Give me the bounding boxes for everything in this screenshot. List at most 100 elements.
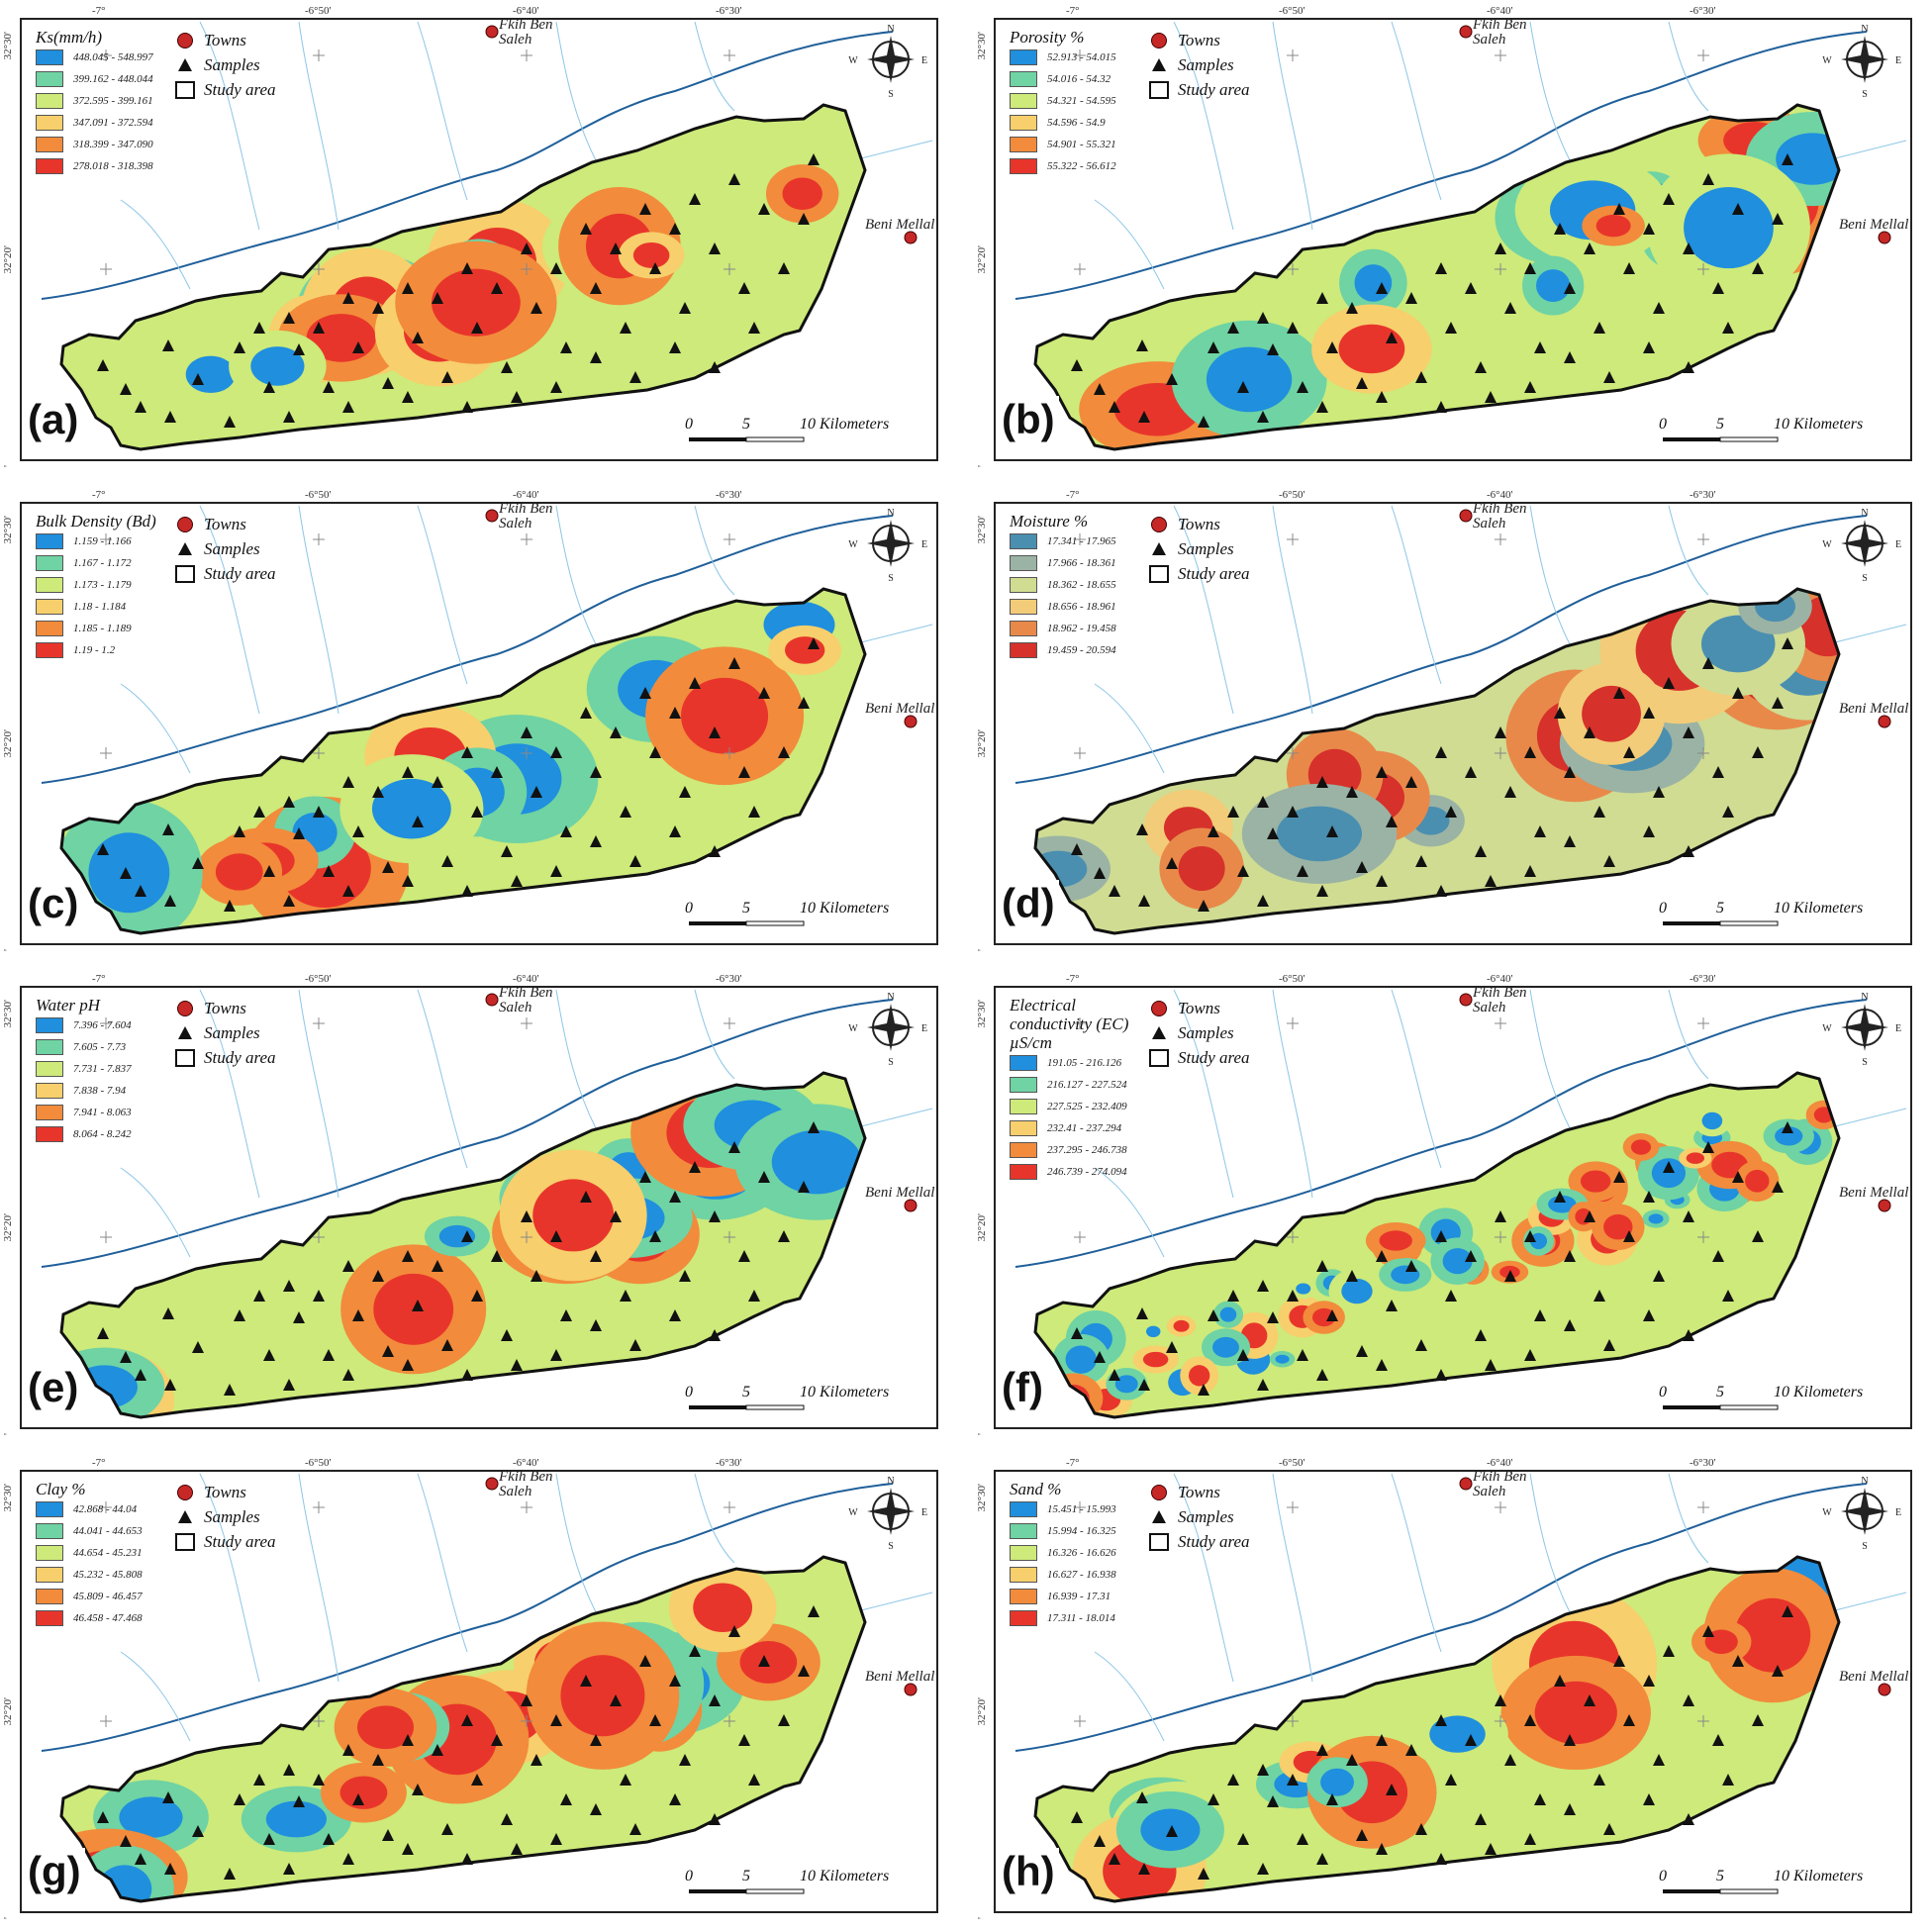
legend-class-row: 44.041 - 44.653 — [36, 1520, 143, 1542]
sample-point — [1623, 262, 1635, 274]
interpolation-zones — [61, 1563, 821, 1901]
sample-point — [1267, 343, 1279, 355]
legend-range-label: 16.326 - 16.626 — [1047, 1547, 1116, 1559]
town-marker — [904, 1199, 918, 1212]
sample-point — [1732, 687, 1744, 699]
town-label-beni-mellal: Beni Mellal — [1839, 1669, 1909, 1685]
sample-point — [372, 302, 384, 314]
sample-point — [352, 1793, 364, 1805]
sample-point — [1257, 1764, 1269, 1776]
graticule-cross — [724, 1715, 735, 1727]
sample-point — [402, 875, 414, 887]
scale-label: 10 Kilometers — [1774, 416, 1864, 433]
sample-point — [1208, 1309, 1219, 1321]
legend-swatch — [1010, 1567, 1037, 1583]
sample-point — [501, 1813, 513, 1825]
longitude-tick: -6°50' — [305, 973, 332, 985]
sample-point — [1356, 861, 1368, 873]
map-frame — [994, 986, 1912, 1429]
latitude-tick: 32°30' — [2, 516, 14, 544]
value-legend: Bulk Density (Bd) 1.159 - 1.166 1.167 - 1.… — [36, 512, 156, 661]
stream-line — [1668, 1473, 1709, 1564]
sample-point — [1109, 1853, 1120, 1865]
legend-range-label: 55.322 - 56.612 — [1047, 160, 1116, 172]
sample-point — [441, 1339, 453, 1351]
compass-rose-icon: N S E W — [1822, 1476, 1901, 1552]
town-label-fkih-ben-saleh: Fkih Ben Saleh — [499, 501, 553, 531]
map-panel: N S E W Porosity % 52.913 - 54.015 54.016 - 54… — [976, 2, 1930, 467]
sample-point — [550, 381, 562, 393]
sample-point — [1208, 825, 1219, 837]
compass-letter: E — [921, 539, 927, 550]
legend-class-row: 318.399 - 347.090 — [36, 134, 153, 155]
scale-label: 0 — [685, 900, 693, 917]
sample-point — [1643, 1309, 1655, 1321]
study-area-key: Study area — [1148, 77, 1250, 102]
study-area-square-icon — [175, 80, 195, 99]
sample-point — [1663, 193, 1675, 205]
sample-point — [1094, 1351, 1106, 1363]
latitude-tick: 32°30' — [976, 1000, 988, 1028]
sample-point — [1564, 1734, 1576, 1746]
longitude-tick: -7° — [92, 5, 106, 17]
sample-point — [224, 1384, 236, 1396]
sample-point — [461, 1230, 473, 1242]
sample-point — [1732, 1171, 1744, 1183]
scale-label: 10 Kilometers — [1774, 900, 1864, 917]
sample-point — [1702, 173, 1714, 185]
latitude-tick: 32°20' — [976, 245, 988, 274]
town-marker — [904, 715, 918, 728]
legend-class-row: 1.173 - 1.179 — [36, 574, 156, 596]
sample-point — [1435, 1853, 1447, 1865]
sample-point — [1772, 697, 1784, 709]
sample-point — [511, 1843, 523, 1855]
sample-point — [1683, 361, 1694, 373]
sample-point — [1071, 843, 1083, 855]
symbol-key: Towns Samples Study area — [174, 28, 276, 102]
value-zone-core — [1178, 845, 1225, 892]
study-area-square-icon — [1149, 564, 1169, 583]
sample-point — [1415, 371, 1427, 383]
legend-class-row: 1.185 - 1.189 — [36, 618, 156, 639]
sample-point — [1237, 381, 1249, 393]
scale-label: 10 Kilometers — [800, 1868, 890, 1884]
sample-point — [679, 786, 691, 798]
sample-point — [1623, 1230, 1635, 1242]
sample-point — [1405, 1744, 1417, 1756]
stream-line — [1173, 989, 1234, 1199]
sample-point — [1227, 806, 1239, 818]
graticule-cross — [100, 1017, 112, 1029]
graticule-cross — [1495, 1501, 1506, 1513]
sample-point — [669, 341, 681, 353]
graticule-cross — [1495, 747, 1506, 759]
sample-point — [550, 1833, 562, 1845]
value-zone-core — [1595, 214, 1631, 238]
sample-point — [1356, 377, 1368, 389]
sample-point — [1445, 806, 1457, 818]
value-zone-core — [265, 1800, 327, 1838]
value-zone-core — [1142, 1351, 1169, 1368]
sample-point — [382, 377, 394, 389]
sample-point — [432, 1260, 443, 1272]
legend-swatch — [36, 1523, 63, 1539]
sample-point — [1136, 1791, 1148, 1803]
sample-point — [521, 726, 532, 738]
study-area-key: Study area — [174, 1529, 276, 1554]
sample-point — [1663, 1645, 1675, 1657]
town-dot-icon — [177, 516, 193, 532]
value-zone-core — [250, 346, 305, 386]
sample-point — [1208, 1793, 1219, 1805]
sample-point — [689, 193, 701, 205]
compass-letter: W — [1822, 539, 1832, 550]
legend-class-row: 54.901 - 55.321 — [1010, 134, 1116, 155]
graticule-cross — [1074, 533, 1086, 545]
sample-point — [283, 312, 295, 324]
sample-point — [1683, 845, 1694, 857]
sample-point — [531, 302, 542, 314]
study-area-square-icon — [175, 1532, 195, 1551]
map-canvas: N S E W — [41, 1473, 933, 1903]
scale-label: 5 — [742, 1384, 750, 1401]
legend-range-label: 19.459 - 20.594 — [1047, 644, 1116, 656]
sample-point — [501, 361, 513, 373]
legend-class-row: 15.994 - 16.325 — [1010, 1520, 1116, 1542]
